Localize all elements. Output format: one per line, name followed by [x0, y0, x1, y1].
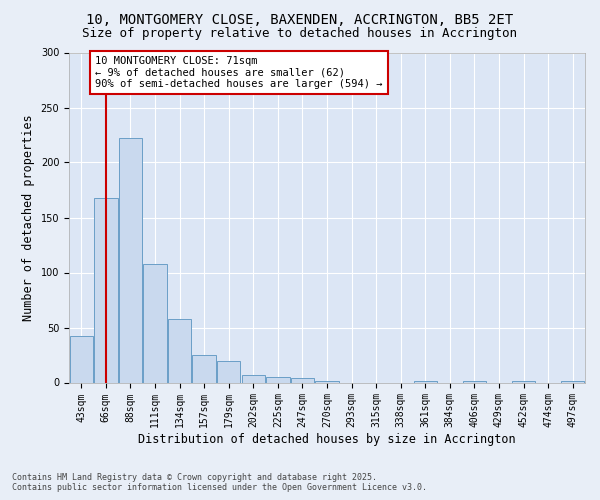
- Text: Size of property relative to detached houses in Accrington: Size of property relative to detached ho…: [83, 28, 517, 40]
- Bar: [119, 138, 142, 382]
- Bar: [143, 264, 167, 382]
- Bar: [242, 375, 265, 382]
- Bar: [291, 378, 314, 382]
- Text: Contains HM Land Registry data © Crown copyright and database right 2025.
Contai: Contains HM Land Registry data © Crown c…: [12, 473, 427, 492]
- Bar: [217, 360, 241, 382]
- Text: 10, MONTGOMERY CLOSE, BAXENDEN, ACCRINGTON, BB5 2ET: 10, MONTGOMERY CLOSE, BAXENDEN, ACCRINGT…: [86, 12, 514, 26]
- Y-axis label: Number of detached properties: Number of detached properties: [22, 114, 35, 321]
- Text: 10 MONTGOMERY CLOSE: 71sqm
← 9% of detached houses are smaller (62)
90% of semi-: 10 MONTGOMERY CLOSE: 71sqm ← 9% of detac…: [95, 56, 382, 89]
- X-axis label: Distribution of detached houses by size in Accrington: Distribution of detached houses by size …: [138, 433, 516, 446]
- Bar: [168, 318, 191, 382]
- Bar: [266, 377, 290, 382]
- Bar: [70, 336, 93, 382]
- Bar: [193, 355, 216, 382]
- Bar: [94, 198, 118, 382]
